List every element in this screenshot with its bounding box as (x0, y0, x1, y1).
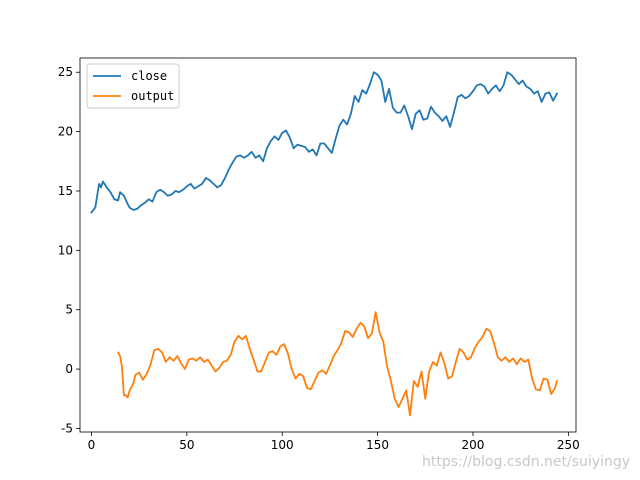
x-tick-label: 150 (366, 438, 389, 452)
y-tick-label: 15 (58, 184, 73, 198)
legend-label-close: close (131, 69, 167, 83)
x-tick-label: 250 (557, 438, 580, 452)
y-tick-label: 20 (58, 125, 73, 139)
y-tick-label: 10 (58, 243, 73, 257)
x-tick-label: 200 (462, 438, 485, 452)
legend: close output (86, 63, 180, 109)
series-line-output (116, 311, 559, 417)
y-tick-label: 0 (65, 362, 73, 376)
x-tick-label: 100 (271, 438, 294, 452)
legend-box (86, 63, 180, 109)
watermark-text: https://blog.csdn.net/suiyingy (421, 454, 630, 470)
series-line-close (90, 71, 559, 214)
y-tick-label: 5 (65, 303, 73, 317)
y-tick-label: -5 (61, 421, 73, 435)
x-tick-label: 0 (88, 438, 96, 452)
x-tick-label: 50 (179, 438, 194, 452)
plot-frame (79, 57, 577, 433)
legend-label-output: output (131, 89, 174, 103)
y-tick-label: 25 (58, 65, 73, 79)
